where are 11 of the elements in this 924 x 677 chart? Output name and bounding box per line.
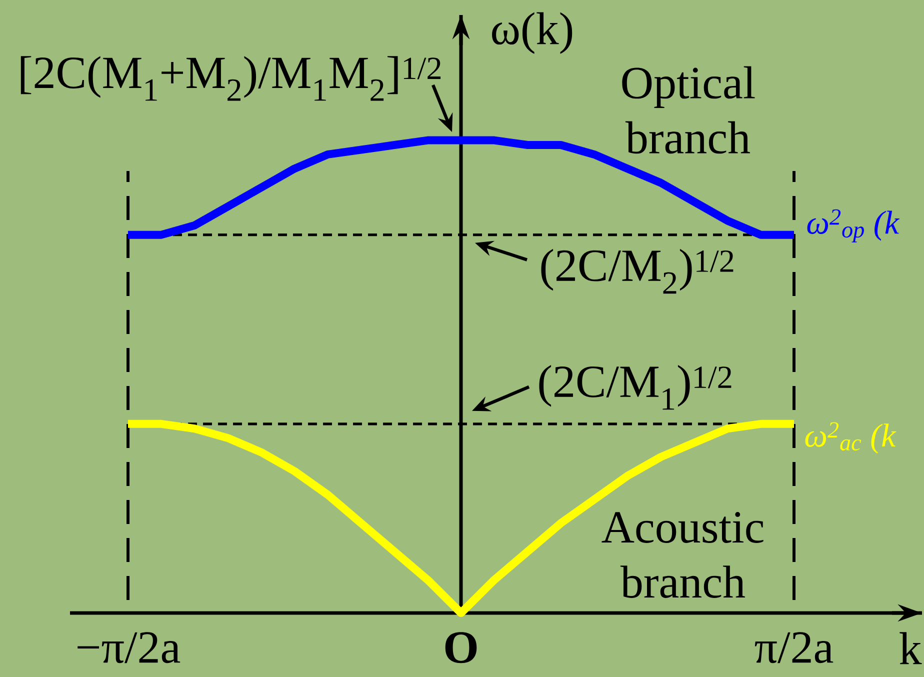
x-tick-label: −π/2a	[78, 632, 180, 664]
x-tick-label: O	[445, 632, 477, 664]
y-axis-title: ω(k)	[492, 12, 572, 54]
series-label: ω$^{2}$$_{op}$ (k	[807, 209, 900, 242]
text: [2C(M$_{1}$+M$_{2}$)/M$_{1}$M$_{2}$]$^{1/2}$	[20, 56, 441, 101]
annotation: Optical branch	[622, 66, 755, 154]
x-tick-label: π/2a	[754, 632, 834, 664]
series-label: ω$^{2}$$_{ac}$ (k	[805, 422, 896, 454]
x-axis-title: k	[900, 632, 922, 664]
ref-line-label: (2C/M$_{1}$)$^{1/2}$	[539, 364, 732, 410]
ref-line-label: (2C/M$_{2}$)$^{1/2}$	[541, 248, 734, 294]
